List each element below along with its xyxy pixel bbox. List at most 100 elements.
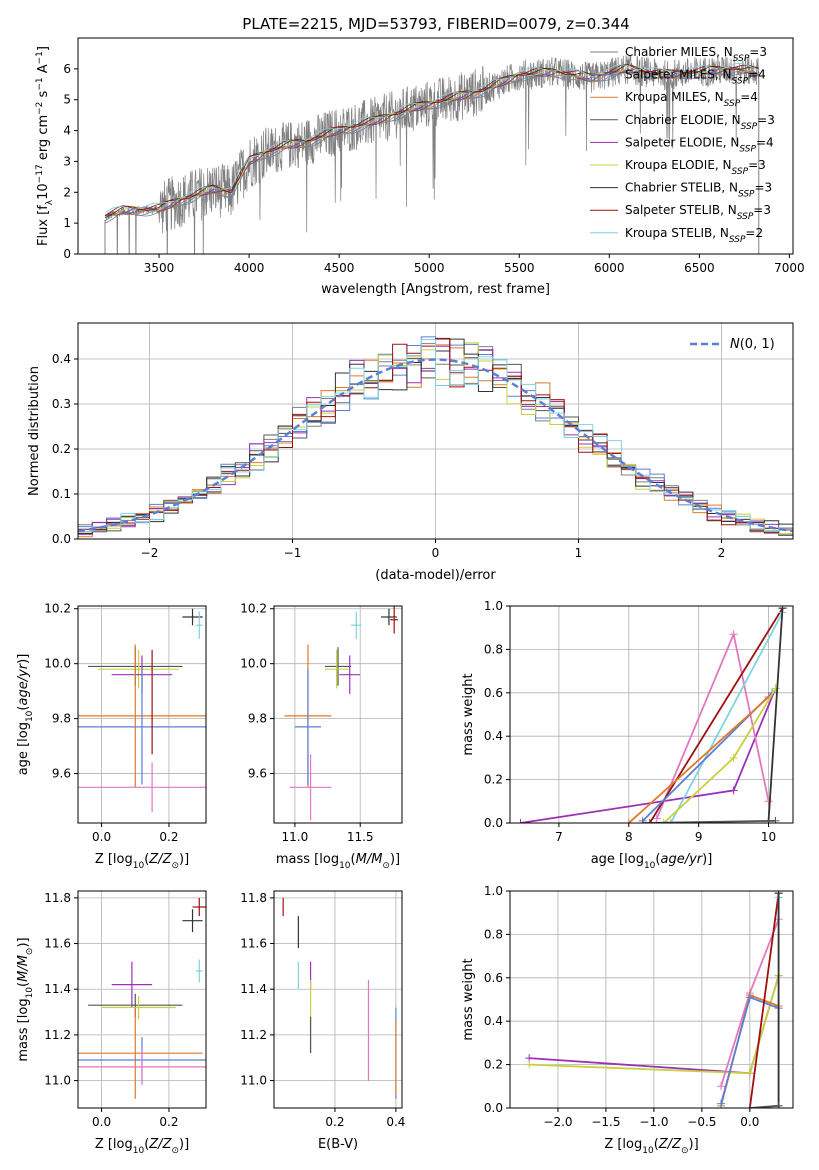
legend-entry: Kroupa STELIB, NSSP=2	[625, 226, 763, 245]
axes-frame	[77, 890, 207, 1109]
plot-area	[78, 606, 206, 823]
residual-legend: N(0, 1)	[690, 337, 775, 352]
y-tick-label: 11.6	[240, 937, 267, 951]
x-tick-label: −2.0	[543, 1115, 572, 1129]
panel-age-vs-z: 0.0 0.29.69.810.010.2Z [log10(Z/Z⊙)]age […	[16, 602, 207, 871]
x-tick-label: 0.0	[740, 1115, 759, 1129]
x-axis-label: Z [log10(Z/Z⊙)]	[95, 1137, 189, 1156]
label-part: )]	[689, 1137, 699, 1152]
legend-sub: SSP	[732, 77, 749, 87]
y-tick-label: 0.0	[484, 816, 503, 830]
label-part: age/yr	[660, 852, 703, 867]
x-tick-label: 2	[718, 546, 726, 560]
x-tick-label: 11.5	[347, 830, 374, 844]
y-tick-label: 0.2	[484, 773, 503, 787]
y-tick-label: 10.0	[240, 657, 267, 671]
label-part: 10	[25, 987, 35, 999]
x-tick-label: −1	[284, 546, 302, 560]
label-part: Flux [f	[36, 205, 51, 246]
y-tick-label: 1	[63, 216, 71, 230]
label-part: ⊙	[171, 1146, 179, 1156]
plot-area	[78, 891, 206, 1108]
label-part: −17	[35, 164, 45, 183]
errorbar-point	[78, 1048, 206, 1086]
label-part: (	[144, 852, 149, 867]
y-axis-label: mass [log10(M/M⊙)]	[16, 937, 35, 1061]
legend-tail: =4	[740, 90, 758, 104]
label-part: 10	[133, 861, 145, 871]
label-part: ⊙	[171, 861, 179, 871]
legend-symbol: N	[730, 337, 740, 352]
x-tick-label: 7000	[774, 261, 805, 275]
label-part: mass [log	[16, 998, 31, 1061]
x-axis-label: Z [log10(Z/Z⊙)]	[95, 852, 189, 871]
legend-sub: SSP	[738, 190, 755, 200]
label-part: )]	[179, 1137, 189, 1152]
legend-sub: SSP	[739, 144, 756, 154]
x-tick-label: 6000	[594, 261, 625, 275]
y-tick-label: 0	[63, 247, 71, 261]
plot-area	[510, 606, 793, 823]
x-tick-label: 10	[761, 830, 776, 844]
panel-age-vs-mass: 11.0 11.5 9.6 9.8 10.0 10.2 mass [log10(M/M⊙)]	[240, 602, 403, 871]
legend-sub: SSP	[737, 212, 754, 222]
y-tick-label: 11.6	[44, 937, 71, 951]
weight-series	[659, 684, 780, 823]
y-tick-label: 0.4	[52, 352, 71, 366]
errorbar-point	[78, 1007, 203, 1099]
y-tick-label: 10.2	[44, 602, 71, 616]
legend-entry: Chabrier ELODIE, NSSP=3	[625, 113, 775, 132]
label-part: age/yr	[16, 662, 31, 705]
panel-spectrum: 3500 4000 4500 5000 5500 6000 6500 7000 0 1 2 3 4 5 6 w…	[35, 37, 805, 297]
y-axis-label: age [log10(age/yr)]	[16, 654, 35, 776]
y-tick-label: 5	[63, 93, 71, 107]
legend-text: Chabrier MILES, N	[625, 45, 733, 59]
label-part: (	[655, 852, 660, 867]
spectrum-model-line	[104, 63, 759, 217]
label-part: M/M	[356, 852, 383, 867]
y-tick-label: 0.0	[52, 532, 71, 546]
axes-frame	[509, 890, 794, 1109]
x-tick-label: 1	[575, 546, 583, 560]
x-tick-label: −0.5	[687, 1115, 716, 1129]
legend-sub: SSP	[732, 167, 749, 177]
label-part: λ	[45, 199, 55, 205]
errorbar-point	[182, 909, 203, 933]
y-tick-label: 0.1	[52, 487, 71, 501]
legend-text: Salpeter MILES, N	[625, 68, 732, 82]
weight-line	[669, 612, 784, 823]
panel-weight-vs-z: −2.0 −1.5 −1.0 −0.5 0.0 0.0 0.2 0.4 0.6 0.8 1.0 Z […	[461, 884, 794, 1156]
x-tick-label: −2	[141, 546, 159, 560]
y-tick-label: 10.0	[44, 657, 71, 671]
plot-area	[274, 891, 402, 1108]
x-tick-label: 0.2	[325, 1115, 344, 1129]
label-part: −1	[35, 51, 45, 64]
label-part: s	[36, 90, 51, 101]
label-part: Z [log	[95, 852, 133, 867]
y-tick-label: 0.8	[484, 642, 503, 656]
label-part: (	[144, 1137, 149, 1152]
x-tick-label: 6500	[684, 261, 715, 275]
label-part: Z/Z	[658, 1137, 682, 1152]
legend-sub: SSP	[729, 235, 746, 245]
x-tick-label: 8	[625, 830, 633, 844]
y-tick-label: 2	[63, 185, 71, 199]
y-tick-label: 11.0	[240, 1074, 267, 1088]
figure-title: PLATE=2215, MJD=53793, FIBERID=0079, z=0…	[242, 15, 629, 33]
label-part: Z [log	[95, 1137, 133, 1152]
label-part: A	[36, 64, 51, 77]
x-tick-label: 7	[555, 830, 563, 844]
label-part: 10	[339, 861, 351, 871]
axes-frame	[273, 890, 403, 1109]
label-part: −1	[35, 77, 45, 90]
weight-line	[628, 696, 770, 823]
x-tick-label: 5000	[414, 261, 445, 275]
weight-series	[764, 606, 787, 823]
plot-area	[510, 891, 793, 1108]
y-tick-label: 11.8	[44, 891, 71, 905]
axes-frame	[77, 37, 794, 255]
y-tick-label: 0.0	[484, 1101, 503, 1115]
label-part: (	[16, 982, 31, 987]
errorbar-point	[351, 611, 362, 639]
